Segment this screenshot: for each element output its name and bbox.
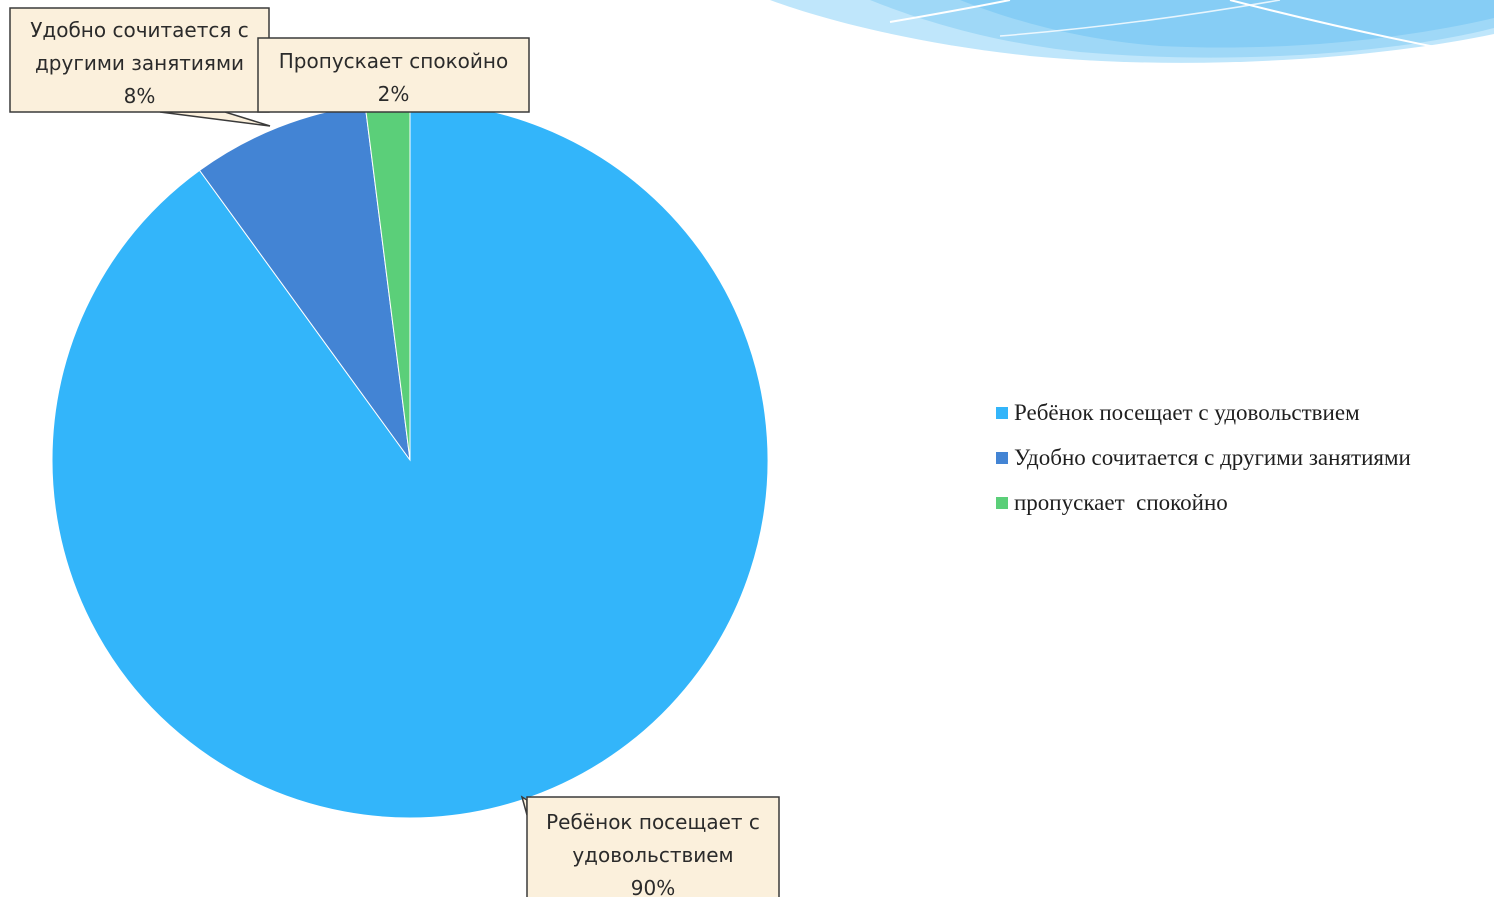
data-label-text: другими занятиями: [35, 51, 244, 75]
chart-legend: Ребёнок посещает с удовольствием Удобно …: [996, 398, 1411, 533]
data-label-percent: 8%: [124, 84, 156, 108]
data-labels: Ребёнок посещает с удовольствием 90% Удобно…: [9, 7, 780, 897]
data-label-percent: 90%: [631, 876, 675, 897]
data-label-callout: Ребёнок посещает с удовольствием 90%: [520, 795, 780, 897]
pie-slices: [51, 101, 769, 819]
legend-swatch: [996, 452, 1008, 464]
legend-label: Ребёнок посещает с удовольствием: [1014, 400, 1360, 425]
legend-swatch: [996, 497, 1008, 509]
data-label-text: Ребёнок посещает с: [546, 810, 760, 834]
callout-box: [526, 796, 780, 897]
legend-label: Удобно сочитается с другими занятиями: [1014, 445, 1411, 470]
legend-item: Ребёнок посещает с удовольствием: [996, 398, 1411, 428]
data-label-text: Удобно сочитается с: [30, 18, 249, 42]
data-label-callout: Пропускает спокойно 2%: [257, 37, 530, 113]
header-wave-decoration: [770, 0, 1494, 63]
callout-pointer: [159, 111, 271, 127]
legend-item: пропускает спокойно: [996, 488, 1411, 518]
legend-swatch: [996, 407, 1008, 419]
data-label-callout: Удобно сочитается с другими занятиями 8%: [9, 7, 271, 127]
callout-box: [9, 7, 270, 113]
data-label-text: удовольствием: [572, 843, 733, 867]
data-label-percent: 2%: [378, 82, 410, 106]
callout-box: [257, 37, 530, 113]
legend-label: пропускает спокойно: [1014, 490, 1228, 515]
legend-item: Удобно сочитается с другими занятиями: [996, 443, 1411, 473]
data-label-text: Пропускает спокойно: [279, 49, 508, 73]
